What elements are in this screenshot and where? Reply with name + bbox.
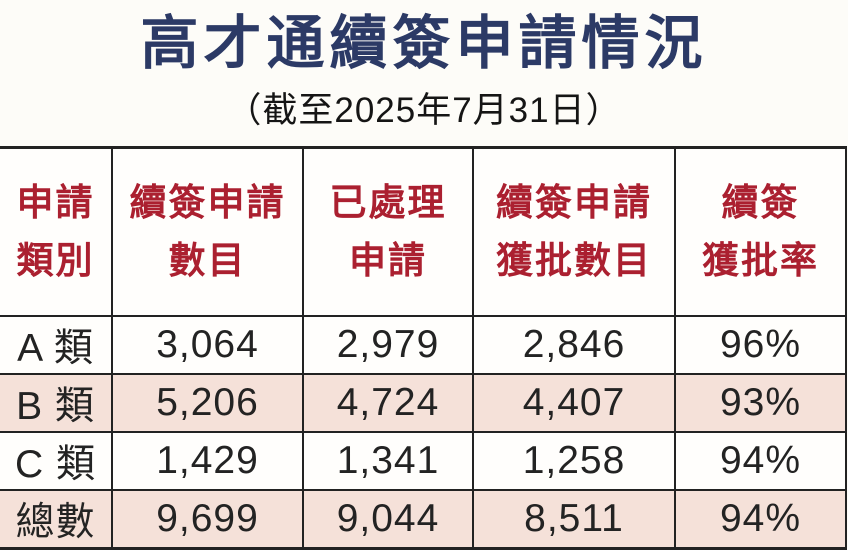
- cell-processed: 1,341: [302, 430, 474, 491]
- column-header-category: 申請 類別: [0, 146, 113, 317]
- table-row-total: 總數 9,699 9,044 8,511 94%: [0, 488, 847, 550]
- column-header-line: 類別: [16, 239, 95, 281]
- column-header-line: 續簽申請: [496, 182, 652, 224]
- column-header-renewal-applications: 續簽申請 數目: [111, 146, 304, 317]
- header-row: 申請 類別 續簽申請 數目 已處理 申請 續簽申請 獲批數目 續簽 獲批率: [0, 146, 847, 317]
- cell-approved: 8,511: [472, 488, 676, 550]
- cell-category: C 類: [0, 430, 113, 491]
- cell-approved: 1,258: [472, 430, 676, 491]
- column-header-line: 已處理: [329, 182, 447, 224]
- stats-table: 申請 類別 續簽申請 數目 已處理 申請 續簽申請 獲批數目 續簽 獲批率: [0, 145, 847, 550]
- page-subtitle: （截至2025年7月31日）: [226, 90, 622, 130]
- cell-approval-rate: 94%: [674, 430, 847, 491]
- table-row-class-b: B 類 5,206 4,724 4,407 93%: [0, 372, 847, 433]
- column-header-approval-rate: 續簽 獲批率: [674, 146, 847, 317]
- cell-processed: 2,979: [302, 314, 474, 375]
- cell-category: A 類: [0, 314, 113, 375]
- cell-approval-rate: 93%: [674, 372, 847, 433]
- column-header-approved: 續簽申請 獲批數目: [472, 146, 676, 317]
- cell-renewal-applications: 5,206: [111, 372, 304, 433]
- column-header-processed: 已處理 申請: [302, 146, 474, 317]
- cell-category: B 類: [0, 372, 113, 433]
- cell-processed: 9,044: [302, 488, 474, 550]
- cell-renewal-applications: 3,064: [111, 314, 304, 375]
- column-header-line: 數目: [168, 239, 247, 281]
- cell-renewal-applications: 9,699: [111, 488, 304, 550]
- cell-processed: 4,724: [302, 372, 474, 433]
- cell-approval-rate: 96%: [674, 314, 847, 375]
- cell-approved: 2,846: [472, 314, 676, 375]
- column-header-line: 申請: [349, 239, 427, 281]
- column-header-line: 獲批率: [702, 239, 819, 281]
- column-header-line: 續簽申請: [129, 182, 286, 224]
- column-header-line: 獲批數目: [496, 239, 652, 281]
- cell-approval-rate: 94%: [674, 488, 847, 550]
- page-title: 高才通續簽申請情況: [140, 11, 708, 76]
- table-row-class-c: C 類 1,429 1,341 1,258 94%: [0, 430, 847, 491]
- cell-category: 總數: [0, 488, 113, 550]
- column-header-line: 續簽: [721, 182, 800, 224]
- cell-approved: 4,407: [472, 372, 676, 433]
- table-row-class-a: A 類 3,064 2,979 2,846 96%: [0, 314, 847, 375]
- column-header-line: 申請: [16, 182, 95, 224]
- cell-renewal-applications: 1,429: [111, 430, 304, 491]
